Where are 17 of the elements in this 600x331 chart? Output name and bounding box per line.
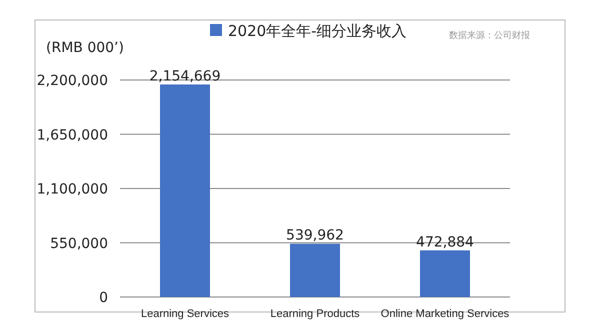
x-tick-label: Learning Services bbox=[140, 308, 230, 320]
y-tick-label: 1,650,000 bbox=[36, 127, 108, 144]
y-tick-label: 2,200,000 bbox=[36, 73, 108, 89]
x-tick-label: Online Marketing Services bbox=[380, 308, 510, 320]
data-label: 2,154,669 bbox=[149, 68, 221, 84]
y-axis-title: (RMB 000’) bbox=[46, 40, 124, 56]
bar bbox=[160, 84, 210, 297]
bar bbox=[420, 250, 470, 297]
legend-label: 2020年全年-细分业务收入 bbox=[228, 22, 407, 40]
y-tick-label: 1,100,000 bbox=[36, 182, 108, 198]
x-tick-label: Learning Products bbox=[270, 308, 360, 320]
data-label: 539,962 bbox=[286, 228, 344, 244]
source-note: 数据来源：公司财报 bbox=[449, 30, 530, 41]
data-label: 472,884 bbox=[416, 234, 474, 250]
bar bbox=[290, 244, 340, 297]
y-tick-label: 0 bbox=[99, 290, 108, 306]
y-tick-label: 550,000 bbox=[50, 236, 108, 252]
